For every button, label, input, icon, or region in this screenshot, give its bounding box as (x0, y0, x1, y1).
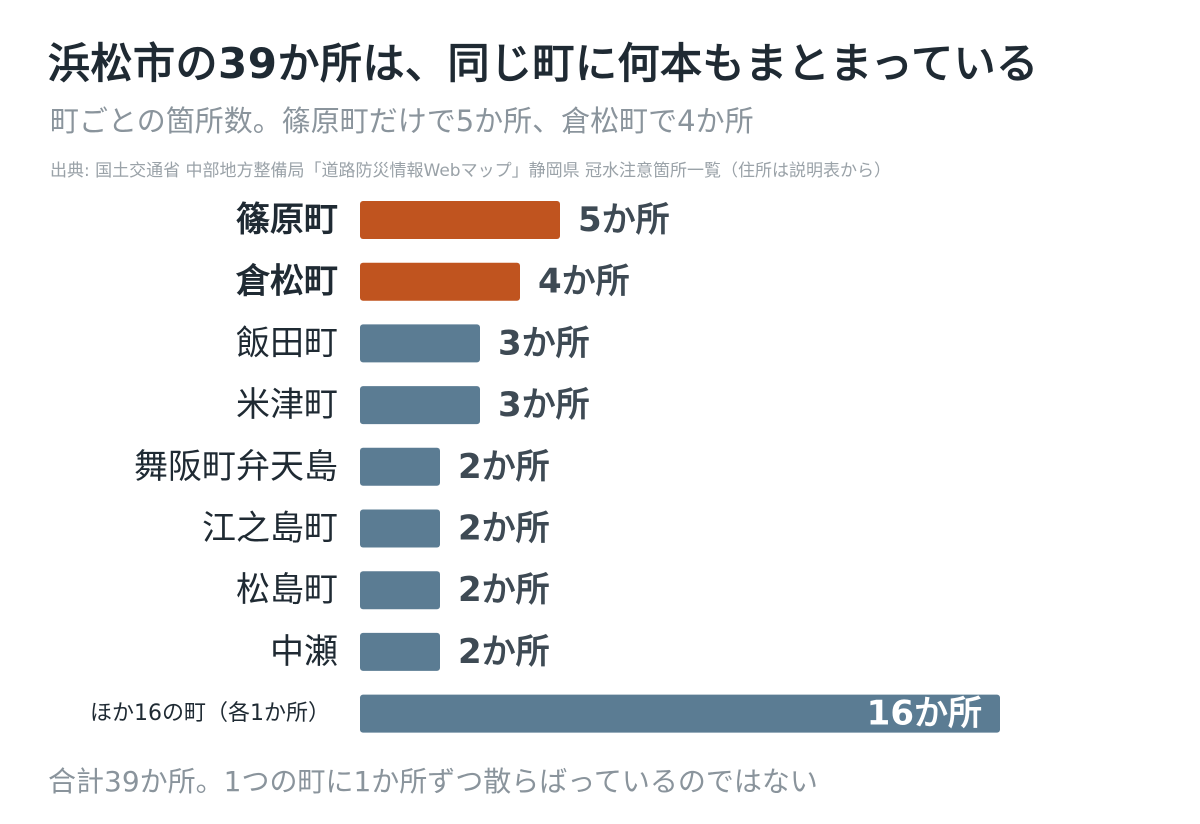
value-label: 2か所 (458, 632, 550, 672)
value-label: 2か所 (458, 509, 550, 549)
value-label: 3か所 (498, 323, 590, 363)
value-label: 2か所 (458, 447, 550, 487)
category-label: 倉松町 (235, 262, 338, 302)
bar (360, 324, 480, 363)
bar (360, 386, 480, 425)
category-label: 中瀬 (270, 632, 338, 672)
category-label: ほか16の町（各1か所） (90, 701, 330, 726)
value-label: 2か所 (458, 570, 550, 610)
category-label: 米津町 (236, 385, 338, 425)
category-label: 飯田町 (236, 323, 338, 363)
category-label: 江之島町 (202, 509, 338, 549)
value-label: 3か所 (498, 385, 590, 425)
bar (360, 632, 440, 671)
bar (360, 447, 440, 486)
bar (360, 571, 440, 610)
bar (360, 694, 1000, 733)
category-label: 篠原町 (236, 200, 338, 240)
bar (360, 201, 560, 239)
bar (360, 509, 440, 548)
category-label: 松島町 (236, 570, 338, 610)
category-label: 舞阪町弁天島 (134, 447, 338, 487)
value-label: 4か所 (538, 262, 630, 302)
value-label: 5か所 (578, 200, 670, 240)
source-note: 出典: 国土交通省 中部地方整備局「道路防災情報Webマップ」静岡県 冠水注意箇… (50, 161, 891, 181)
chart-subtitle: 町ごとの箇所数。篠原町だけで5か所、倉松町で4か所 (50, 104, 754, 138)
chart-title: 浜松市の39か所は、同じ町に何本もまとまっている (48, 39, 1039, 88)
bar (360, 262, 520, 301)
value-label: 16か所 (867, 694, 982, 734)
total-note: 合計39か所。1つの町に1か所ずつ散らばっているのではない (48, 765, 818, 798)
